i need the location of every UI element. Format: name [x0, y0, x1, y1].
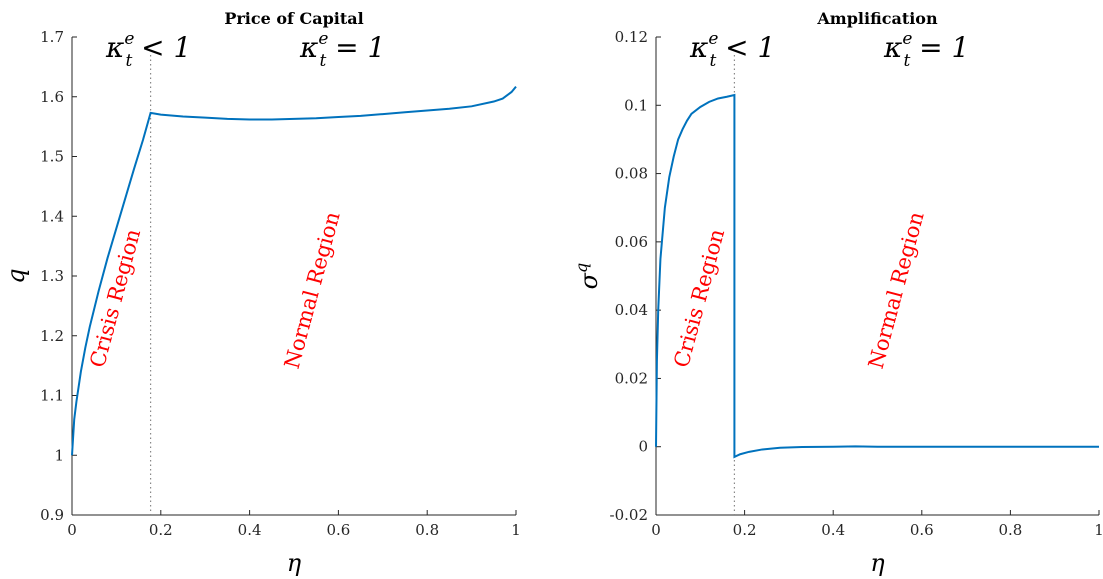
crisis-region-label: Crisis Region	[669, 226, 729, 370]
kappa-base: κ	[299, 31, 318, 64]
x-tick-label: 0.4	[238, 521, 262, 539]
y-tick-label: 1.2	[40, 327, 64, 345]
x-tick-label: 1	[1094, 521, 1103, 539]
y-axis-label-base: q	[2, 268, 30, 283]
x-tick-label: 0.6	[910, 521, 934, 539]
kappa-base: κ	[105, 31, 124, 64]
x-axis-label: η	[870, 549, 885, 577]
x-tick-label: 0.6	[326, 521, 350, 539]
kappa-relation: = 1	[326, 31, 385, 64]
x-axis-label: η	[287, 549, 302, 577]
kappa-sub: t	[125, 51, 132, 71]
kappa-base: κ	[689, 31, 708, 64]
y-tick-label: 0.12	[615, 28, 648, 46]
kappa-sup: e	[708, 29, 718, 49]
kappa-relation: = 1	[910, 31, 969, 64]
kappa-base: κ	[883, 31, 902, 64]
series-line	[71, 85, 517, 456]
y-tick-label: 1.4	[40, 207, 64, 225]
y-tick-label: 1	[54, 446, 64, 464]
y-tick-label: 0.08	[615, 165, 648, 183]
y-tick-label: 0.1	[624, 96, 648, 114]
y-tick-label: 0.9	[40, 506, 64, 524]
kappa-sub: t	[319, 51, 326, 71]
y-tick-label: 0.02	[615, 369, 648, 387]
kappa-right-label: κe t = 1	[299, 29, 385, 71]
kappa-right-label: κe t = 1	[883, 29, 969, 71]
chart-title: Price of Capital	[224, 9, 363, 28]
y-tick-label: 1.3	[40, 267, 64, 285]
y-tick-label: 1.6	[40, 88, 64, 106]
y-tick-label: 0	[638, 438, 648, 456]
kappa-sup: e	[318, 29, 328, 49]
y-tick-label: 1.5	[40, 148, 64, 166]
x-tick-label: 0	[651, 521, 661, 539]
x-tick-label: 1	[511, 521, 521, 539]
y-tick-label: 0.06	[615, 233, 648, 251]
series-line	[655, 93, 1099, 459]
x-tick-label: 0.2	[733, 521, 757, 539]
y-tick-label: 0.04	[615, 301, 648, 319]
y-axis-label: σq	[572, 263, 603, 290]
y-axis-label-base: σ	[575, 272, 603, 289]
kappa-left-label: κe t < 1	[105, 29, 191, 71]
y-tick-label: -0.02	[610, 506, 648, 524]
y-axis-label-sup: q	[572, 263, 591, 273]
x-tick-label: 0.8	[998, 521, 1022, 539]
chart-2: 0 0.2 0.4 0.6 0.8 1-0.0200.020.040.060.080.10…	[572, 9, 1103, 577]
chart-title: Amplification	[816, 9, 938, 28]
kappa-sup: e	[902, 29, 912, 49]
x-tick-label: 0.8	[415, 521, 439, 539]
kappa-left-label: κe t < 1	[689, 29, 775, 71]
y-axis-label: q	[2, 268, 30, 283]
x-tick-label: 0.4	[821, 521, 845, 539]
kappa-relation: < 1	[132, 31, 191, 64]
normal-region-label: Normal Region	[864, 209, 929, 371]
y-tick-label: 1.7	[40, 28, 64, 46]
kappa-sub: t	[709, 51, 716, 71]
x-tick-label: 0	[67, 521, 77, 539]
kappa-sup: e	[124, 29, 134, 49]
crisis-region-label: Crisis Region	[85, 226, 145, 370]
normal-region-label: Normal Region	[280, 209, 345, 371]
y-tick-label: 1.1	[40, 387, 64, 405]
kappa-sub: t	[903, 51, 910, 71]
chart-1: 0 0.2 0.4 0.6 0.8 1 0.9 1 1.1 1.2 1.3 1.4 1.5 1.6 1.7 P…	[2, 9, 521, 577]
kappa-relation: < 1	[716, 31, 775, 64]
x-tick-label: 0.2	[149, 521, 173, 539]
